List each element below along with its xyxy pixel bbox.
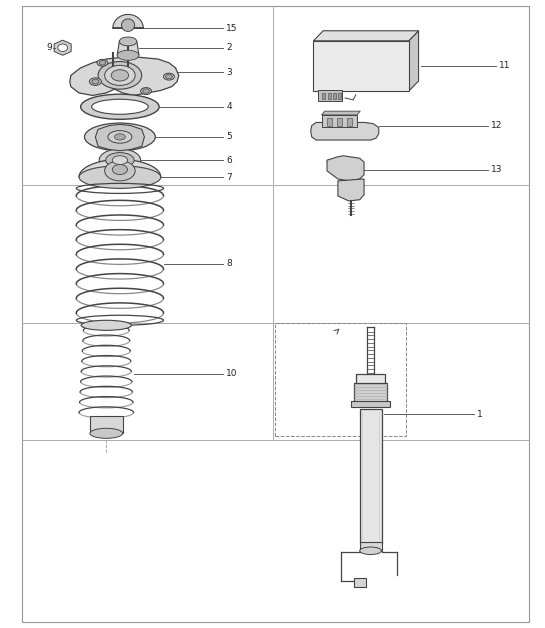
Polygon shape <box>117 41 139 55</box>
Ellipse shape <box>58 44 68 51</box>
Text: 1: 1 <box>477 410 483 419</box>
Ellipse shape <box>92 79 99 84</box>
Text: 6: 6 <box>226 156 232 165</box>
Bar <box>318 90 342 101</box>
Bar <box>327 118 332 126</box>
Ellipse shape <box>79 166 161 188</box>
Text: 9: 9 <box>46 43 52 52</box>
Polygon shape <box>338 179 364 201</box>
Ellipse shape <box>81 94 159 119</box>
Ellipse shape <box>112 156 128 165</box>
Ellipse shape <box>111 70 129 81</box>
Ellipse shape <box>119 37 137 46</box>
Text: 5: 5 <box>226 133 232 141</box>
Ellipse shape <box>105 65 135 85</box>
Polygon shape <box>79 160 161 177</box>
Text: 15: 15 <box>226 24 238 33</box>
Text: 8: 8 <box>226 259 232 268</box>
Bar <box>360 409 381 543</box>
Ellipse shape <box>143 89 149 93</box>
Text: 13: 13 <box>490 165 502 174</box>
Polygon shape <box>327 156 364 181</box>
Bar <box>90 416 123 433</box>
Ellipse shape <box>141 88 152 94</box>
Ellipse shape <box>112 165 128 175</box>
Bar <box>333 93 336 99</box>
Bar <box>351 401 390 407</box>
Ellipse shape <box>105 161 135 181</box>
Bar <box>322 115 357 127</box>
Bar <box>354 383 387 402</box>
Bar <box>328 93 331 99</box>
Bar <box>337 118 342 126</box>
Text: 2: 2 <box>226 43 232 52</box>
Text: 10: 10 <box>226 369 238 378</box>
Bar <box>313 41 409 91</box>
Ellipse shape <box>99 149 141 171</box>
Ellipse shape <box>106 153 134 168</box>
Polygon shape <box>409 31 419 91</box>
Polygon shape <box>95 124 144 151</box>
Ellipse shape <box>84 123 155 151</box>
Bar <box>354 578 366 587</box>
Bar <box>322 93 325 99</box>
Bar <box>275 323 406 436</box>
Text: 12: 12 <box>490 121 502 130</box>
Ellipse shape <box>92 99 148 114</box>
Bar <box>360 542 381 551</box>
Bar <box>338 93 341 99</box>
Polygon shape <box>54 40 71 55</box>
Ellipse shape <box>108 131 132 143</box>
Polygon shape <box>322 111 360 115</box>
Polygon shape <box>313 31 419 41</box>
Ellipse shape <box>90 428 123 438</box>
Polygon shape <box>311 122 379 140</box>
Ellipse shape <box>97 59 108 66</box>
Ellipse shape <box>99 161 141 171</box>
Text: 3: 3 <box>226 68 232 77</box>
Bar <box>356 374 385 396</box>
Text: 4: 4 <box>226 102 232 111</box>
Ellipse shape <box>166 74 172 78</box>
Ellipse shape <box>164 73 174 80</box>
Ellipse shape <box>117 50 139 60</box>
Ellipse shape <box>99 60 106 65</box>
Polygon shape <box>70 57 179 95</box>
Ellipse shape <box>98 62 142 89</box>
Text: 7: 7 <box>226 173 232 181</box>
Ellipse shape <box>89 78 101 85</box>
Ellipse shape <box>81 320 131 330</box>
Text: 11: 11 <box>499 62 510 70</box>
Ellipse shape <box>122 19 135 31</box>
Bar <box>347 118 352 126</box>
Ellipse shape <box>114 134 125 140</box>
Ellipse shape <box>360 547 381 555</box>
Polygon shape <box>113 14 143 28</box>
